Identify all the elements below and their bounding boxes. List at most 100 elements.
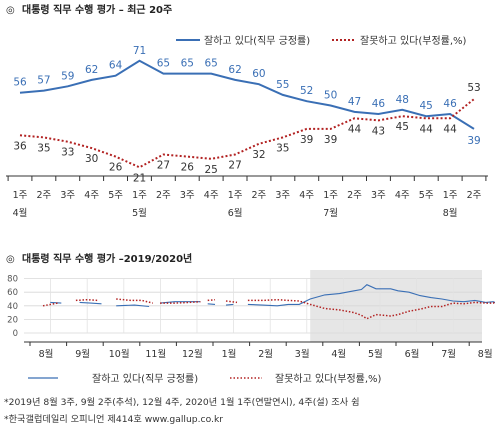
bottom-series-line-positive <box>207 303 216 305</box>
top-x-tick-label: 2주 <box>347 190 362 201</box>
footnote-source: *한국갤럽데일리 오피니언 제414호 www.gallup.co.kr <box>4 413 223 425</box>
top-data-label-positive: 65 <box>205 58 218 70</box>
top-data-label-positive: 50 <box>324 90 337 102</box>
top-data-label-negative: 44 <box>443 123 457 135</box>
top-data-label-negative: 53 <box>467 82 480 94</box>
top-data-label-positive: 39 <box>467 135 480 147</box>
bottom-x-month-label: 12월 <box>182 348 203 360</box>
bottom-series-line-negative <box>207 298 216 302</box>
bottom-y-tick-label: 0 <box>13 329 18 339</box>
top-series-line-negative <box>19 98 475 169</box>
top-data-label-negative: 27 <box>228 160 241 172</box>
top-x-tick-label: 2주 <box>252 190 267 201</box>
top-chart-x-axis: 1주 2주 3주 4주 5주 1주 2주 3주 4주 1주 2주 3주 4주 1주 2주 3주 4주 5주 1주 2주… <box>6 175 488 219</box>
top-data-label-negative: 43 <box>372 125 385 137</box>
top-data-label-negative: 35 <box>276 142 289 154</box>
bottom-legend-positive-label: 잘하고 있다(직무 긍정률) <box>92 372 198 385</box>
bottom-x-month-label: 8월 <box>478 348 493 360</box>
top-data-label-positive: 71 <box>133 45 146 57</box>
bottom-y-tick-label: 40 <box>7 302 18 312</box>
top-x-tick-month-label: 6월 <box>228 207 243 219</box>
top-x-tick-label: 1주 <box>13 190 28 201</box>
top-x-tick-month-label: 5월 <box>132 207 147 219</box>
top-legend-positive-label: 잘하고 있다(직무 긍정률) <box>204 34 310 47</box>
top-x-tick-month-label: 8월 <box>443 207 458 219</box>
top-data-label-positive: 45 <box>420 100 433 112</box>
top-x-tick-month-label: 4월 <box>13 207 28 219</box>
top-x-tick-label: 3주 <box>275 190 290 201</box>
top-data-label-negative: 27 <box>157 160 170 172</box>
bottom-series-line-positive <box>50 301 62 304</box>
bottom-series-line-negative <box>225 300 238 304</box>
bottom-y-tick-label: 80 <box>7 275 18 285</box>
bottom-x-month-label: 10월 <box>109 348 130 360</box>
bottom-x-month-label: 3월 <box>295 348 310 360</box>
top-data-label-positive: 64 <box>109 60 123 72</box>
top-x-tick-label: 4주 <box>299 190 314 201</box>
bottom-legend-negative-label: 잘못하고 있다(부정률,%) <box>275 372 382 385</box>
top-data-label-positive: 46 <box>372 98 386 110</box>
top-legend-negative-label: 잘못하고 있다(부정률,%) <box>360 34 467 47</box>
bottom-y-tick-label: 60 <box>7 288 18 298</box>
top-data-label-negative: 39 <box>324 134 337 146</box>
top-data-label-negative: 44 <box>348 123 362 135</box>
footnote-survey-gaps: *2019년 8월 3주, 9월 2주(추석), 12월 4주, 2020년 1… <box>4 396 360 408</box>
top-data-label-negative: 32 <box>252 149 265 161</box>
top-data-label-negative: 21 <box>133 172 146 184</box>
top-x-tick-label: 5주 <box>108 190 123 201</box>
bottom-y-tick-label: 20 <box>7 315 18 325</box>
top-data-label-positive: 57 <box>37 75 50 87</box>
bottom-series-line-positive <box>79 301 102 305</box>
top-data-label-negative: 35 <box>37 142 50 154</box>
bottom-series-line-negative <box>75 298 98 302</box>
top-x-tick-label: 1주 <box>323 190 338 201</box>
top-data-label-positive: 56 <box>13 77 27 89</box>
bottom-x-month-label: 6월 <box>405 348 420 360</box>
bottom-chart-title-marker: ◎ <box>6 254 15 265</box>
bottom-x-month-label: 8월 <box>39 348 54 360</box>
top-x-tick-label: 3주 <box>371 190 386 201</box>
top-x-tick-label: 5주 <box>419 190 434 201</box>
top-x-tick-label: 4주 <box>204 190 219 201</box>
top-data-label-negative: 44 <box>420 123 434 135</box>
bottom-x-month-label: 1월 <box>222 348 237 360</box>
top-x-tick-label: 2주 <box>156 190 171 201</box>
bottom-x-month-label: 4월 <box>331 348 346 360</box>
top-x-tick-label: 1주 <box>132 190 147 201</box>
top-x-tick-label: 3주 <box>180 190 195 201</box>
top-x-tick-label: 1주 <box>443 190 458 201</box>
bottom-x-month-label: 7월 <box>441 348 456 360</box>
top-data-label-negative: 26 <box>109 162 123 174</box>
top-x-tick-label: 2주 <box>37 190 52 201</box>
top-data-label-positive: 55 <box>276 79 289 91</box>
top-data-label-negative: 26 <box>181 162 195 174</box>
bottom-x-month-label: 11월 <box>145 348 166 360</box>
top-data-label-positive: 65 <box>157 58 170 70</box>
top-chart-title: 대통령 직무 수행 평가 – 최근 20주 <box>22 3 172 16</box>
bottom-series-line-negative <box>160 300 201 304</box>
top-x-tick-label: 4주 <box>84 190 99 201</box>
top-data-label-negative: 25 <box>205 164 218 176</box>
top-data-label-positive: 48 <box>396 94 409 106</box>
top-data-label-positive: 46 <box>443 98 457 110</box>
top-chart-title-marker: ◎ <box>6 5 15 16</box>
top-data-label-positive: 60 <box>252 68 265 80</box>
top-x-tick-month-label: 7월 <box>323 207 338 219</box>
bottom-x-month-label: 2월 <box>258 348 273 360</box>
top-x-tick-label: 4주 <box>395 190 410 201</box>
top-data-label-negative: 33 <box>61 147 74 159</box>
top-chart-plot: 56 57 59 62 64 71 65 65 65 62 60 55 52 50 47 46 48 45 46 39… <box>13 45 480 185</box>
top-x-tick-label: 3주 <box>60 190 75 201</box>
top-x-tick-label: 2주 <box>467 190 482 201</box>
top-data-label-positive: 52 <box>300 85 313 97</box>
top-data-label-negative: 36 <box>13 140 27 152</box>
top-data-label-negative: 30 <box>85 153 98 165</box>
bottom-x-month-label: 9월 <box>75 348 90 360</box>
bottom-chart-plot: 80 60 40 20 0 8월 9월 10월 11월 12월 1월 2월 3월 4월 5월 6월 7월 8월 <box>7 270 495 360</box>
top-data-label-positive: 47 <box>348 96 361 108</box>
bottom-x-month-label: 5월 <box>368 348 383 360</box>
bottom-chart-title: 대통령 직무 수행 평가 –2019/2020년 <box>22 252 192 265</box>
bottom-series-line-positive <box>225 303 234 306</box>
